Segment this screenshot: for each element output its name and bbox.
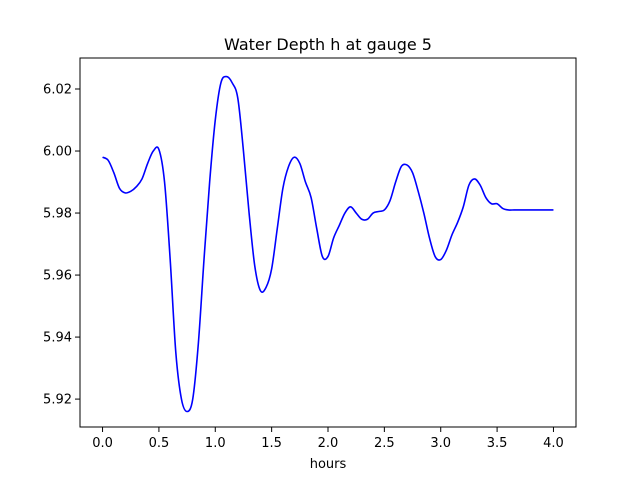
x-tick-label: 2.5: [374, 436, 395, 451]
chart-title: Water Depth h at gauge 5: [224, 35, 432, 54]
x-tick-label: 4.0: [543, 436, 564, 451]
x-axis-label: hours: [310, 457, 347, 472]
x-tick-label: 0.0: [92, 436, 113, 451]
x-tick-label: 1.5: [261, 436, 282, 451]
x-tick-label: 1.0: [205, 436, 226, 451]
x-axis: 0.0 0.5 1.0 1.5 2.0 2.5 3.0 3.5 4.0: [92, 427, 564, 451]
x-tick-label: 3.0: [430, 436, 451, 451]
x-tick-label: 2.0: [318, 436, 339, 451]
y-tick-label: 6.02: [43, 83, 72, 98]
series-line: [102, 75, 554, 413]
y-tick-label: 5.94: [43, 331, 72, 346]
y-tick-label: 5.92: [43, 393, 72, 408]
x-tick-label: 3.5: [487, 436, 508, 451]
y-tick-label: 5.98: [43, 207, 72, 222]
y-tick-label: 5.96: [43, 269, 72, 284]
x-tick-label: 0.5: [149, 436, 170, 451]
y-tick-label: 6.00: [43, 145, 72, 160]
y-axis: 5.92 5.94 5.96 5.98 6.00 6.02: [43, 83, 80, 408]
